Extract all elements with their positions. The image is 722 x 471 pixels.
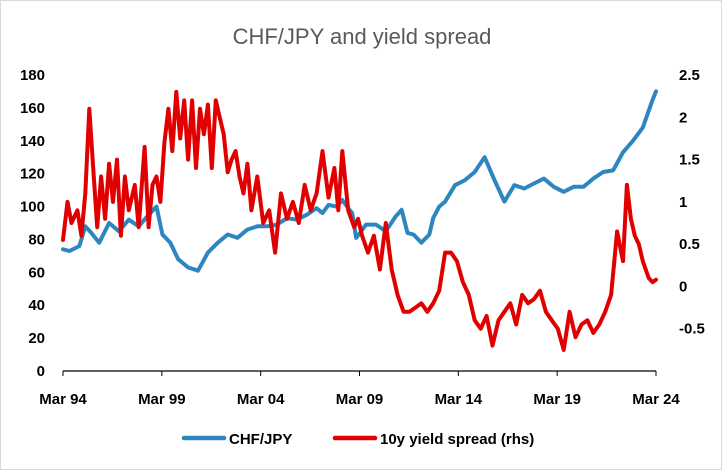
x-tick-label: Mar 24 xyxy=(632,391,680,408)
yield-spread-line xyxy=(61,89,658,352)
chf-jpy-line xyxy=(61,89,658,273)
legend-item-chf-jpy-label: CHF/JPY xyxy=(229,431,292,448)
right-y-tick-label: 0.5 xyxy=(679,236,700,253)
right-y-tick-label: 2.5 xyxy=(679,67,700,84)
x-tick-label: Mar 04 xyxy=(237,391,285,408)
left-y-tick-label: 100 xyxy=(20,199,45,216)
x-tick-label: Mar 94 xyxy=(39,391,87,408)
right-y-tick-label: 1 xyxy=(679,194,687,211)
right-y-tick-label: -0.5 xyxy=(679,321,705,338)
series-layer xyxy=(61,89,658,352)
left-y-tick-label: 80 xyxy=(28,231,45,248)
left-y-tick-label: 140 xyxy=(20,133,45,150)
right-axis-ticks: -0.5 0 0.5 1 1.5 2 2.5 xyxy=(679,67,705,338)
x-tick-label: Mar 09 xyxy=(336,391,384,408)
left-y-tick-label: 20 xyxy=(28,330,45,347)
x-tick-label: Mar 19 xyxy=(533,391,581,408)
left-y-tick-label: 60 xyxy=(28,264,45,281)
left-axis-ticks: 0 20 40 60 80 100 120 140 160 180 xyxy=(20,67,45,380)
right-y-tick-label: 0 xyxy=(679,278,687,295)
left-y-tick-label: 120 xyxy=(20,166,45,183)
left-y-tick-label: 0 xyxy=(37,363,45,380)
x-tick-label: Mar 99 xyxy=(138,391,186,408)
left-y-tick-label: 40 xyxy=(28,297,45,314)
left-y-tick-label: 160 xyxy=(20,100,45,117)
right-y-tick-label: 2 xyxy=(679,109,687,126)
legend-item-yield-spread-label: 10y yield spread (rhs) xyxy=(380,431,534,448)
legend: CHF/JPY 10y yield spread (rhs) xyxy=(181,431,534,448)
right-y-tick-label: 1.5 xyxy=(679,152,700,169)
left-y-tick-label: 180 xyxy=(20,67,45,84)
x-axis: Mar 94 Mar 99 Mar 04 Mar 09 Mar 14 Mar 19 Mar … xyxy=(39,370,680,408)
x-tick-label: Mar 14 xyxy=(435,391,483,408)
chart-title: CHF/JPY and yield spread xyxy=(233,24,492,49)
